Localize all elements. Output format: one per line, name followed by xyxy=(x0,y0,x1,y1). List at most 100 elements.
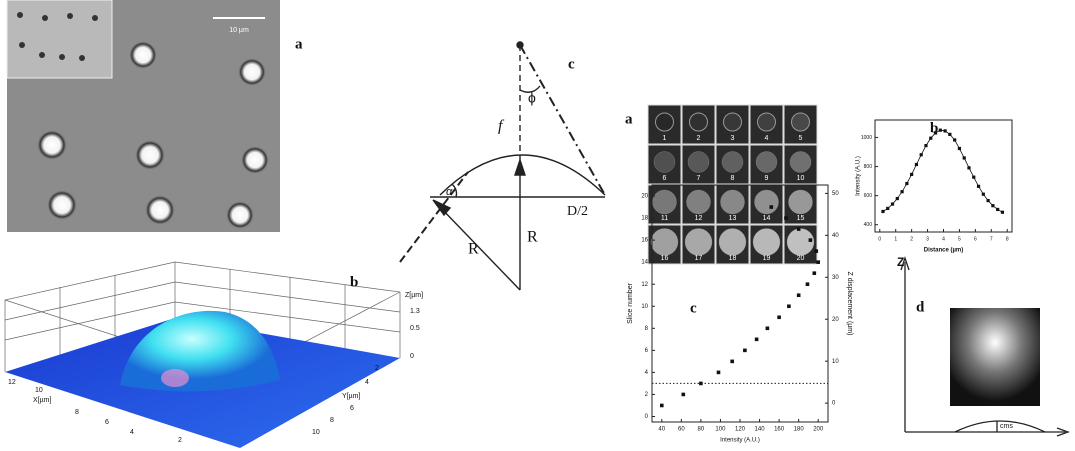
tick-label: 10 xyxy=(35,387,43,394)
tick-label: 7 xyxy=(990,236,993,242)
data-point xyxy=(967,166,970,169)
tick-label: 40 xyxy=(832,233,839,239)
angle-label: α xyxy=(446,186,453,198)
tick-label: 10 xyxy=(641,304,648,310)
thumb-spot xyxy=(656,113,674,131)
data-point xyxy=(787,304,791,308)
axis-title: Z displacement (µm) xyxy=(846,272,853,336)
plot-frame xyxy=(875,120,1012,232)
data-point xyxy=(982,193,985,196)
tick-label: 16 xyxy=(641,238,648,244)
tick-label: 80 xyxy=(698,427,705,433)
tick-label: 6 xyxy=(974,236,977,242)
data-point xyxy=(910,173,913,176)
data-point xyxy=(769,205,773,209)
tick-label: 140 xyxy=(755,427,766,433)
axis-title: Intensity (A.U.) xyxy=(856,156,862,196)
axis-title: Intensity (A.U.) xyxy=(720,438,760,444)
thumb-number: 9 xyxy=(765,175,769,182)
thumb-number: 17 xyxy=(695,255,703,262)
data-point xyxy=(943,129,946,132)
thumb-spot xyxy=(724,113,742,131)
data-point xyxy=(900,190,903,193)
psf-image xyxy=(950,308,1040,406)
thumb-number: 3 xyxy=(731,135,735,142)
thumb-number: 8 xyxy=(731,175,735,182)
tick-label: 60 xyxy=(678,427,685,433)
axis-title: Z[µm] xyxy=(405,292,423,299)
geometry-diagram xyxy=(400,42,605,290)
thumb-number: 4 xyxy=(765,135,769,142)
tick-label: 1 xyxy=(894,236,897,242)
data-point xyxy=(784,216,788,220)
tick-label: 18 xyxy=(641,216,648,222)
data-point xyxy=(806,282,810,286)
thumb-number: 14 xyxy=(763,215,771,222)
axis-title: Slice number xyxy=(627,282,634,324)
thumb-spot xyxy=(688,152,709,173)
surface-dome xyxy=(120,311,280,392)
scale-bar-label: 10 µm xyxy=(229,27,249,34)
data-point xyxy=(886,207,889,210)
thumb-number: 1 xyxy=(663,135,667,142)
tick-label: 3 xyxy=(926,236,929,242)
thumb-number: 6 xyxy=(663,175,667,182)
thumb-number: 11 xyxy=(661,215,668,222)
thumb-spot xyxy=(719,229,746,256)
tick-label: 2 xyxy=(910,236,913,242)
thumb-spot xyxy=(790,152,811,173)
data-point xyxy=(972,176,975,179)
axis-title: Z xyxy=(897,255,904,269)
tick-label: 6 xyxy=(645,348,649,354)
profile-line xyxy=(883,130,1002,212)
tick-label: 20 xyxy=(641,194,648,200)
tick-label: 5 xyxy=(958,236,961,242)
tick-label: 0.5 xyxy=(410,325,420,332)
data-point xyxy=(1001,211,1004,214)
data-point xyxy=(717,371,721,375)
data-point xyxy=(929,137,932,140)
data-point xyxy=(814,249,818,253)
data-point xyxy=(816,260,820,264)
tick-label: 8 xyxy=(75,409,79,416)
thumb-spot xyxy=(687,190,711,214)
data-point xyxy=(996,208,999,211)
tick-label: 30 xyxy=(832,275,839,281)
data-point xyxy=(891,202,894,205)
data-point xyxy=(991,204,994,207)
data-point xyxy=(743,349,747,353)
thumb-spot xyxy=(722,152,743,173)
page: { "micrograph": {"label": "a", "scale_ba… xyxy=(0,0,1075,451)
data-point xyxy=(777,315,781,319)
data-point xyxy=(755,338,759,342)
thumb-spot xyxy=(787,229,814,256)
thumb-number: 2 xyxy=(697,135,701,142)
thumb-spot xyxy=(654,152,675,173)
radius-label: R xyxy=(468,241,479,258)
tick-label: 4 xyxy=(130,429,134,436)
axis-title: Distance (µm) xyxy=(924,248,963,254)
tick-label: 1.3 xyxy=(410,308,420,315)
tick-label: 600 xyxy=(864,193,873,199)
tick-label: 12 xyxy=(641,282,648,288)
tick-label: 14 xyxy=(641,260,648,266)
thumb-spot xyxy=(651,229,678,256)
thumb-number: 18 xyxy=(729,255,737,262)
tick-label: 180 xyxy=(794,427,805,433)
data-point xyxy=(987,199,990,202)
figure: 10 µm a b Z[µm] 1.3 0.5 0 12 10 X[µm] 8 … xyxy=(0,0,1075,451)
tick-label: 2 xyxy=(645,392,649,398)
thumb-spot xyxy=(753,229,780,256)
data-point xyxy=(699,382,703,386)
axis-title: X[µm] xyxy=(33,397,51,404)
data-point xyxy=(896,197,899,200)
thumb-number: 13 xyxy=(729,215,737,222)
data-point xyxy=(924,144,927,147)
tick-label: 4 xyxy=(942,236,945,242)
tick-label: 4 xyxy=(645,370,649,376)
tick-label: 2 xyxy=(375,365,379,372)
tick-label: 2 xyxy=(178,437,182,444)
thumb-number: 20 xyxy=(797,255,805,262)
thumb-spot xyxy=(721,190,745,214)
